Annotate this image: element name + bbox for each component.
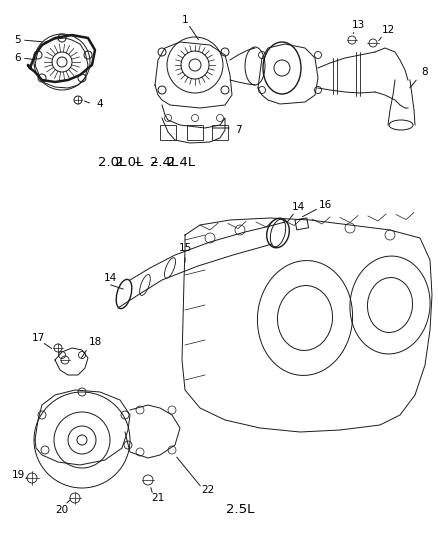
Text: 14: 14 (103, 273, 117, 283)
Text: 2.0L  –  2.4L: 2.0L – 2.4L (98, 157, 178, 169)
Text: 5: 5 (14, 35, 21, 45)
Text: 8: 8 (421, 67, 427, 77)
Text: 18: 18 (88, 337, 101, 347)
Text: 2.5L: 2.5L (225, 504, 254, 516)
Text: 19: 19 (11, 470, 25, 480)
Text: 15: 15 (178, 243, 191, 253)
Bar (159, 125, 176, 140)
Text: 22: 22 (201, 485, 214, 495)
Bar (294, 218, 308, 230)
Text: 17: 17 (31, 333, 45, 343)
Text: 4: 4 (96, 99, 103, 109)
Text: 13: 13 (350, 20, 364, 30)
Text: 21: 21 (151, 493, 164, 503)
Text: 16: 16 (318, 200, 331, 210)
Text: 20: 20 (55, 505, 68, 515)
Bar (212, 125, 227, 140)
Text: 7: 7 (234, 125, 241, 135)
Bar (187, 125, 202, 140)
Text: 12: 12 (381, 25, 394, 35)
Text: 1: 1 (181, 15, 188, 25)
Text: 14: 14 (291, 202, 304, 212)
Text: 2.0L  –  2.4L: 2.0L – 2.4L (115, 157, 194, 169)
Text: 6: 6 (14, 53, 21, 63)
